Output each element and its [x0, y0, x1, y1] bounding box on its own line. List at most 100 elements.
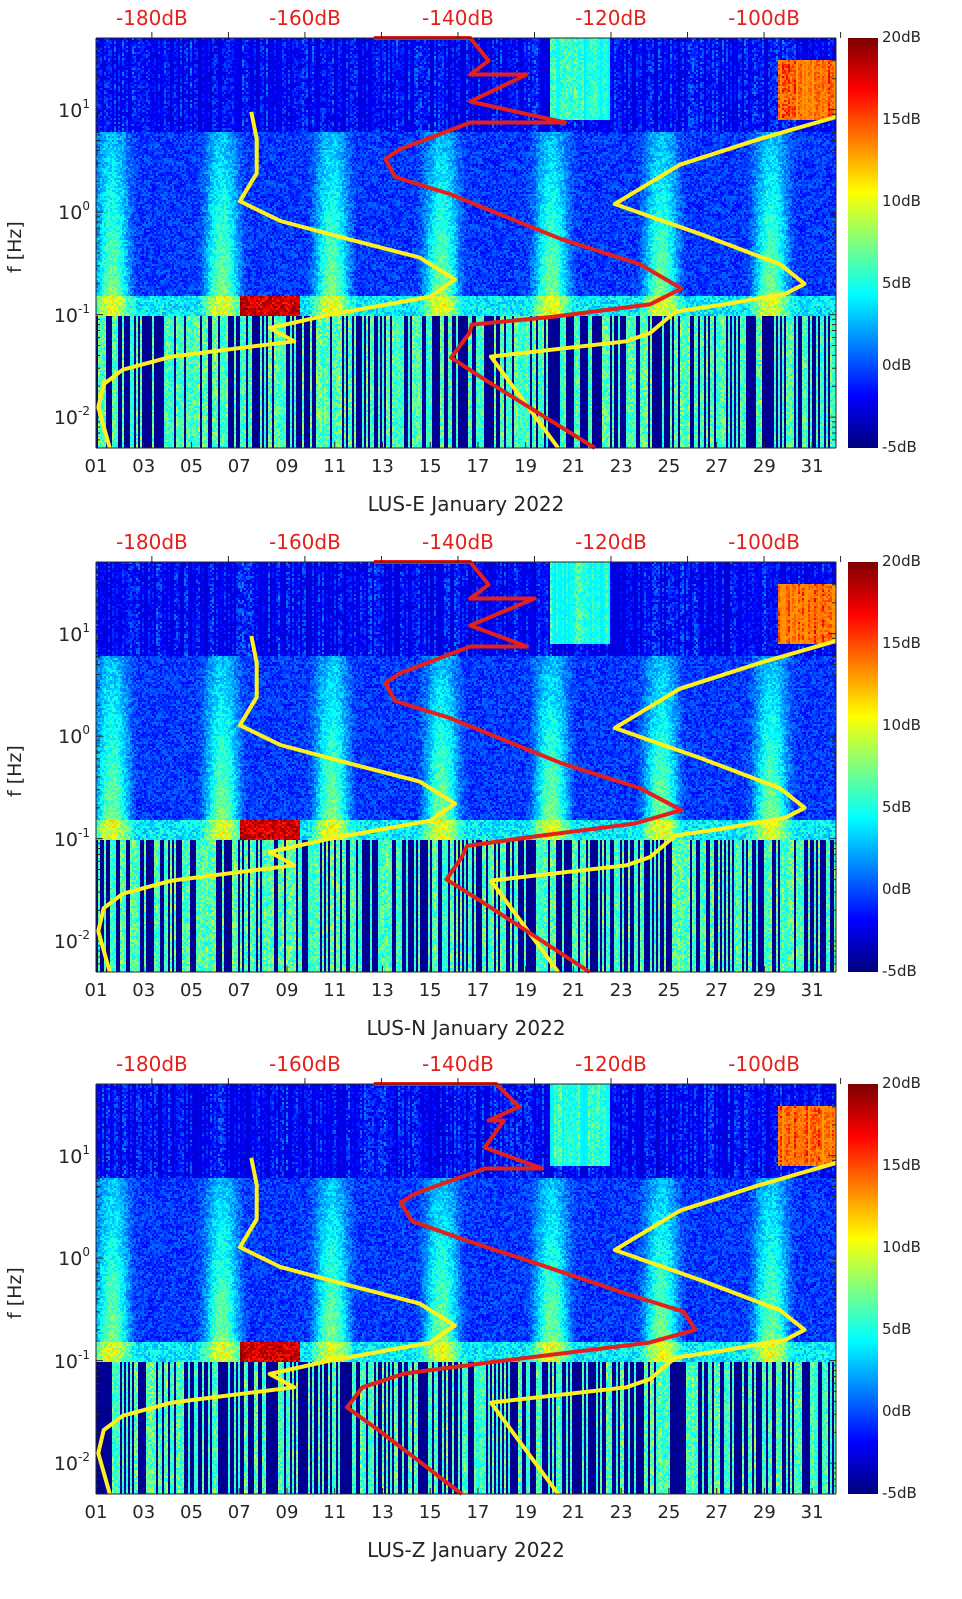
x-tick-label: 03: [132, 980, 156, 1001]
top-axis-db-label: -160dB: [269, 530, 341, 554]
spectrogram-image: [96, 38, 836, 448]
colorbar: [848, 562, 878, 972]
y-tick-base: 10: [53, 304, 79, 327]
y-tick-base: 10: [58, 623, 83, 646]
x-tick-label: 29: [752, 980, 776, 1001]
x-tick-label: 21: [561, 1502, 585, 1523]
series-line-high-noise-model: [488, 114, 837, 450]
spectrogram-image: [96, 562, 836, 972]
x-tick-label: 29: [752, 1502, 776, 1523]
y-axis-label: f [Hz]: [4, 1267, 26, 1319]
top-axis-db-label: -160dB: [269, 1052, 341, 1076]
colorbar-tick-label: 20dB: [882, 28, 921, 46]
x-tick-label: 27: [705, 1502, 729, 1523]
x-tick-label: 11: [323, 456, 347, 477]
y-tick-base: 10: [53, 1453, 79, 1476]
y-tick-label: 10-1: [30, 302, 90, 327]
series-line-high-noise-model: [488, 1160, 837, 1496]
x-tick-label: 11: [323, 980, 347, 1001]
x-tick-label: 05: [180, 980, 203, 1001]
y-tick-label: 100: [30, 1245, 90, 1270]
x-tick-label: 31: [800, 980, 824, 1001]
colorbar-tick-label: 0dB: [882, 356, 912, 374]
x-tick-label: 23: [609, 456, 633, 477]
top-axis-db-label: -140dB: [422, 6, 494, 30]
x-tick-label: 21: [561, 456, 585, 477]
x-tick-label: 25: [657, 980, 681, 1001]
x-tick-label: 07: [227, 980, 251, 1001]
colorbar-tick-label: 0dB: [882, 880, 912, 898]
y-tick-exponent: -1: [78, 1347, 90, 1362]
x-tick-label: 03: [132, 456, 156, 477]
y-tick-label: 10-1: [30, 826, 90, 851]
x-tick-label: 25: [657, 1502, 681, 1523]
top-axis-db-label: -120dB: [575, 1052, 647, 1076]
y-tick-base: 10: [58, 726, 83, 749]
x-axis-label: LUS-Z January 2022: [367, 1538, 565, 1562]
colorbar-tick-label: -5dB: [882, 962, 917, 980]
y-tick-label: 10-2: [30, 928, 90, 953]
series-line-median-psd: [373, 36, 684, 450]
y-tick-exponent: -1: [78, 301, 90, 316]
y-tick-exponent: -1: [78, 825, 90, 840]
top-axis-db-label: -120dB: [575, 6, 647, 30]
x-tick-label: 19: [514, 980, 538, 1001]
y-tick-base: 10: [58, 1145, 83, 1168]
x-axis-label: LUS-E January 2022: [367, 492, 565, 516]
x-tick-label: 09: [275, 1502, 299, 1523]
x-tick-label: 21: [561, 980, 585, 1001]
colorbar-tick-label: 10dB: [882, 716, 921, 734]
x-tick-label: 03: [132, 1502, 156, 1523]
x-tick-label: 17: [466, 1502, 490, 1523]
colorbar-tick-label: 15dB: [882, 110, 921, 128]
x-tick-label: 27: [705, 456, 729, 477]
x-axis-label: LUS-N January 2022: [366, 1016, 566, 1040]
y-tick-label: 101: [30, 1143, 90, 1168]
colorbar-tick-label: 20dB: [882, 552, 921, 570]
y-tick-label: 10-1: [30, 1348, 90, 1373]
colorbar-tick-label: -5dB: [882, 1484, 917, 1502]
y-tick-base: 10: [53, 931, 79, 954]
x-tick-label: 31: [800, 1502, 824, 1523]
top-axis-db-label: -120dB: [575, 530, 647, 554]
x-tick-label: 09: [275, 456, 299, 477]
colorbar-tick-label: 10dB: [882, 1238, 921, 1256]
y-tick-exponent: -2: [78, 1450, 90, 1465]
colorbar-tick-label: 20dB: [882, 1074, 921, 1092]
colorbar: [848, 38, 878, 448]
y-tick-base: 10: [58, 99, 83, 122]
top-axis-db-label: -100dB: [728, 1052, 800, 1076]
x-tick-label: 29: [752, 456, 776, 477]
x-tick-label: 13: [370, 980, 394, 1001]
y-tick-base: 10: [53, 1350, 79, 1373]
colorbar-tick-label: 5dB: [882, 1320, 912, 1338]
x-tick-label: 19: [514, 1502, 538, 1523]
x-tick-label: 15: [418, 980, 442, 1001]
x-tick-label: 11: [323, 1502, 347, 1523]
y-tick-exponent: 0: [82, 1245, 90, 1260]
colorbar-tick-label: -5dB: [882, 438, 917, 456]
series-line-low-noise-model: [96, 111, 457, 449]
colorbar-tick-label: 5dB: [882, 798, 912, 816]
series-line-low-noise-model: [96, 635, 457, 973]
y-tick-label: 100: [30, 199, 90, 224]
colorbar-tick-label: 5dB: [882, 274, 912, 292]
y-tick-exponent: 1: [82, 1142, 90, 1157]
y-tick-exponent: 0: [82, 723, 90, 738]
x-tick-label: 17: [466, 980, 490, 1001]
top-axis-db-label: -180dB: [115, 6, 188, 30]
x-tick-label: 25: [657, 456, 681, 477]
colorbar: [848, 1084, 878, 1494]
x-tick-label: 07: [227, 456, 251, 477]
spectrogram-image: [96, 1084, 836, 1494]
top-axis-db-label: -180dB: [115, 530, 188, 554]
y-tick-base: 10: [53, 407, 79, 430]
y-tick-exponent: 1: [82, 620, 90, 635]
x-tick-label: 23: [609, 980, 633, 1001]
series-line-median-psd: [345, 1082, 698, 1496]
y-tick-exponent: -2: [78, 404, 90, 419]
x-tick-label: 05: [180, 456, 203, 477]
colorbar-tick-label: 10dB: [882, 192, 921, 210]
